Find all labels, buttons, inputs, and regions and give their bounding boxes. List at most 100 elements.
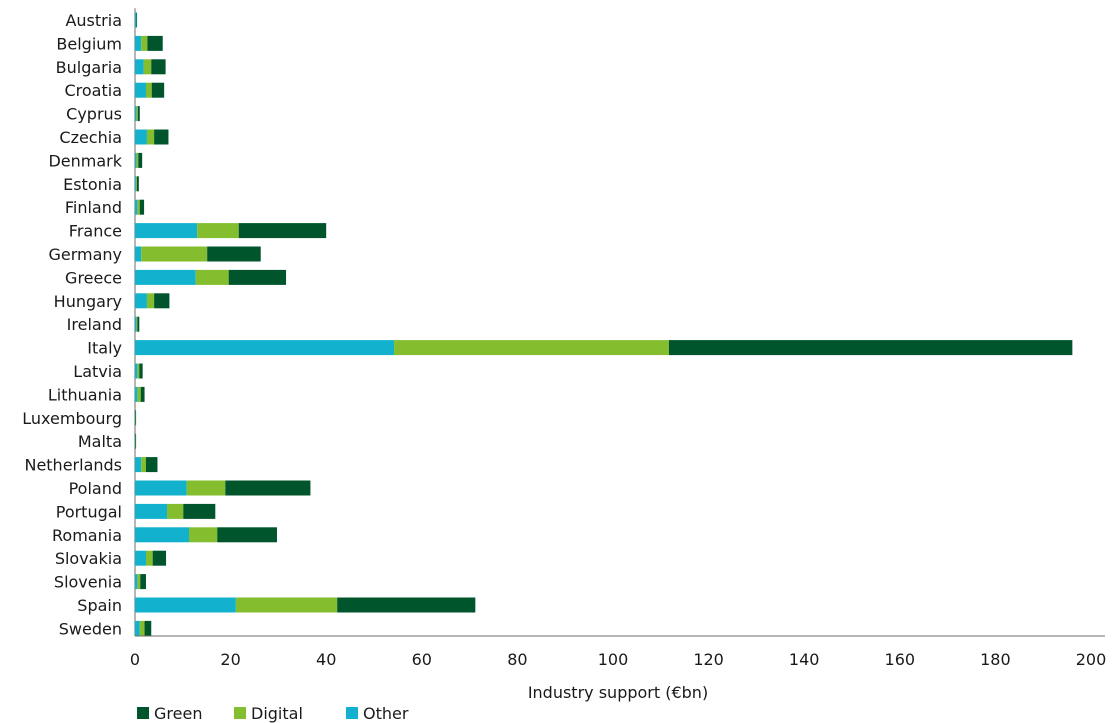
bar-estonia-digital — [135, 176, 137, 192]
bar-portugal-other — [135, 503, 168, 519]
bar-poland-green — [225, 480, 311, 496]
category-label-austria: Austria — [65, 11, 122, 30]
category-label-czechia: Czechia — [59, 128, 122, 147]
bar-italy-other — [135, 340, 395, 356]
x-tick-label-20: 20 — [220, 650, 240, 669]
category-label-latvia: Latvia — [73, 362, 122, 381]
category-label-hungary: Hungary — [54, 292, 122, 311]
bar-netherlands-other — [135, 457, 142, 473]
legend-label-green: Green — [154, 704, 202, 723]
bar-belgium-other — [135, 35, 142, 51]
category-label-lithuania: Lithuania — [48, 385, 122, 404]
bar-denmark-green — [138, 152, 143, 168]
bar-germany-other — [135, 246, 142, 262]
category-label-portugal: Portugal — [56, 502, 122, 521]
bar-slovakia-digital — [145, 550, 153, 566]
category-label-malta: Malta — [78, 432, 122, 451]
category-label-italy: Italy — [87, 339, 122, 358]
category-label-slovakia: Slovakia — [55, 549, 122, 568]
category-label-france: France — [69, 222, 122, 241]
category-label-bulgaria: Bulgaria — [56, 58, 122, 77]
bar-finland-green — [139, 199, 145, 215]
category-label-finland: Finland — [65, 198, 122, 217]
bar-poland-other — [135, 480, 187, 496]
bar-spain-other — [135, 597, 236, 613]
bar-finland-digital — [137, 199, 140, 215]
bar-slovenia-other — [135, 574, 138, 590]
bar-slovenia-digital — [137, 574, 141, 590]
bar-hungary-digital — [146, 293, 155, 309]
bar-greece-green — [228, 269, 287, 285]
bar-germany-green — [207, 246, 261, 262]
x-tick-label-60: 60 — [412, 650, 432, 669]
bar-cyprus-other — [135, 106, 137, 122]
legend-label-other: Other — [363, 704, 409, 723]
bar-romania-green — [217, 527, 277, 543]
x-tick-label-80: 80 — [507, 650, 527, 669]
bar-greece-digital — [195, 269, 229, 285]
bar-france-other — [135, 223, 198, 239]
bar-croatia-green — [151, 82, 165, 98]
bar-croatia-other — [135, 82, 146, 98]
category-label-slovenia: Slovenia — [54, 573, 122, 592]
x-axis-title: Industry support (€bn) — [528, 683, 708, 702]
bar-lithuania-green — [140, 386, 145, 402]
bar-belgium-green — [147, 35, 163, 51]
bar-estonia-green — [136, 176, 139, 192]
x-tick-label-140: 140 — [789, 650, 820, 669]
bar-austria-other — [135, 12, 137, 28]
category-label-germany: Germany — [48, 245, 122, 264]
bar-germany-digital — [141, 246, 208, 262]
category-label-spain: Spain — [77, 596, 122, 615]
bar-hungary-green — [154, 293, 170, 309]
bar-czechia-other — [135, 129, 147, 145]
bar-estonia-other — [135, 176, 136, 192]
x-tick-label-40: 40 — [316, 650, 336, 669]
bar-luxembourg-green — [135, 410, 137, 426]
bar-france-digital — [197, 223, 239, 239]
bar-czechia-digital — [146, 129, 155, 145]
category-labels: Austria Belgium Bulgaria Croatia Cyprus Czech… — [22, 11, 122, 638]
legend-swatch-green — [137, 707, 149, 719]
bar-sweden-other — [135, 620, 140, 636]
bar-denmark-other — [135, 152, 137, 168]
bar-hungary-other — [135, 293, 147, 309]
x-tick-label-120: 120 — [693, 650, 724, 669]
bar-cyprus-digital — [136, 106, 138, 122]
bar-ireland-digital — [136, 316, 138, 332]
bar-lithuania-digital — [137, 386, 141, 402]
legend: Green Digital Other — [137, 704, 409, 723]
category-label-netherlands: Netherlands — [24, 456, 122, 475]
bar-denmark-digital — [136, 152, 139, 168]
bar-czechia-green — [154, 129, 169, 145]
category-label-poland: Poland — [69, 479, 122, 498]
bar-latvia-digital — [137, 363, 140, 379]
bar-finland-other — [135, 199, 138, 215]
category-label-denmark: Denmark — [48, 151, 122, 170]
bar-ireland-green — [137, 316, 140, 332]
bars-group — [135, 12, 1073, 636]
legend-swatch-digital — [234, 707, 246, 719]
bar-malta-green — [135, 433, 137, 449]
bar-france-green — [238, 223, 327, 239]
bar-sweden-digital — [139, 620, 145, 636]
bar-belgium-digital — [141, 35, 148, 51]
bar-slovakia-green — [152, 550, 167, 566]
x-tick-labels: 0 20 40 60 80 100 120 140 160 180 200 — [130, 650, 1106, 669]
legend-swatch-other — [346, 707, 358, 719]
bar-netherlands-green — [145, 457, 158, 473]
bar-portugal-green — [183, 503, 216, 519]
bar-greece-other — [135, 269, 196, 285]
category-label-croatia: Croatia — [64, 81, 122, 100]
category-label-ireland: Ireland — [67, 315, 122, 334]
bar-italy-digital — [394, 340, 669, 356]
category-label-estonia: Estonia — [63, 175, 122, 194]
bar-cyprus-green — [137, 106, 140, 122]
bar-latvia-green — [139, 363, 143, 379]
category-label-luxembourg: Luxembourg — [22, 409, 122, 428]
bar-croatia-digital — [145, 82, 152, 98]
bar-latvia-other — [135, 363, 138, 379]
legend-label-digital: Digital — [251, 704, 303, 723]
